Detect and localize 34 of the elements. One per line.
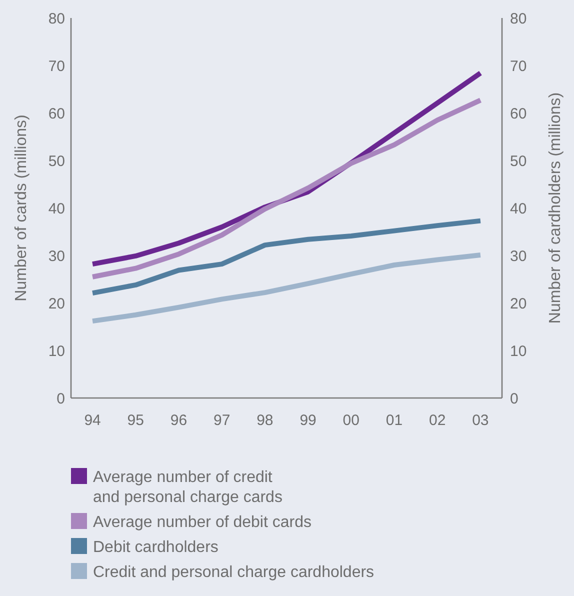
y-tick-label: 0	[56, 390, 65, 408]
y-tick-label: 20	[48, 295, 65, 312]
y2-tick-label: 30	[510, 248, 527, 265]
y-tick-label: 80	[48, 10, 65, 28]
y2-tick-label: 0	[510, 390, 518, 408]
x-tick-label: 98	[256, 412, 274, 429]
y2-tick-label: 20	[510, 295, 527, 312]
y2-tick-label: 80	[510, 10, 527, 28]
legend-label: Average number of credit and personal charge cards	[93, 469, 282, 506]
y-axis-title: Number of cards (millions)	[13, 114, 30, 302]
y-tick-label: 70	[48, 58, 65, 75]
y-tick-label: 60	[48, 105, 65, 122]
y2-tick-label: 50	[510, 152, 527, 170]
x-tick-label: 00	[342, 412, 360, 429]
y2-tick-label: 40	[510, 200, 527, 218]
y2-tick-label: 60	[510, 105, 527, 122]
x-tick-label: 02	[429, 412, 446, 429]
x-tick-label: 97	[214, 412, 230, 429]
x-tick-label: 03	[472, 412, 489, 429]
x-tick-label: 96	[170, 412, 188, 429]
x-tick-label: 94	[84, 412, 101, 429]
legend-label: Credit and personal charge cardholders	[93, 564, 374, 581]
y-tick-label: 30	[48, 248, 65, 265]
y-tick-label: 10	[48, 342, 65, 360]
y-tick-label: 50	[48, 152, 65, 170]
x-tick-label: 01	[386, 412, 403, 429]
y-tick-label: 40	[48, 200, 65, 218]
x-tick-label: 99	[300, 412, 316, 429]
legend-label: Debit cardholders	[93, 539, 218, 556]
legend-label: Average number of debit cards	[93, 514, 312, 531]
y2-tick-label: 70	[510, 58, 527, 75]
y2-axis-title: Number of cardholders (millions)	[547, 92, 564, 324]
y2-tick-label: 10	[510, 342, 527, 360]
x-tick-label: 95	[127, 412, 144, 429]
